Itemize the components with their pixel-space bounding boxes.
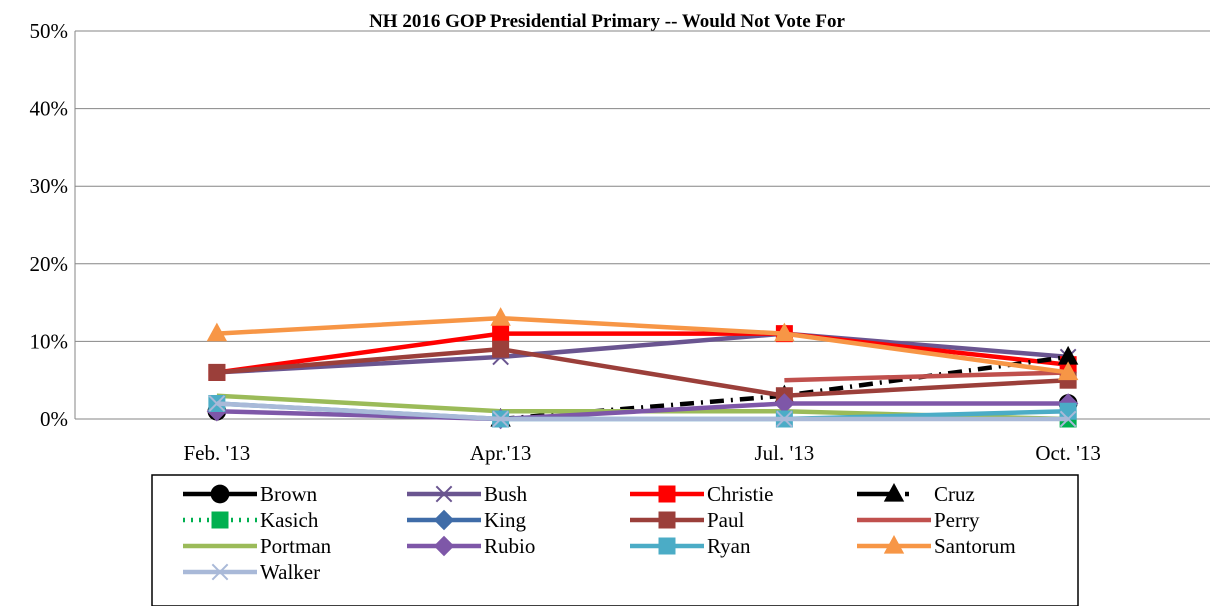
legend-label: Kasich (260, 508, 319, 532)
data-point-cruz (1057, 345, 1079, 365)
legend-box (151, 474, 1079, 607)
data-point-santorum (490, 307, 511, 326)
series-line-christie (216, 331, 1069, 375)
data-point-walker (211, 563, 229, 581)
data-point-paul (208, 363, 226, 381)
y-tick-label: 20% (30, 252, 69, 276)
legend-item-portman: Portman (183, 534, 332, 558)
data-point-walker (492, 410, 509, 428)
legend-label: Rubio (484, 534, 535, 558)
data-point-rubio (433, 535, 455, 557)
series-line-santorum (216, 315, 1069, 375)
legend-item-brown: Brown (183, 482, 318, 506)
legend-item-kasich: Kasich (183, 508, 319, 532)
legend-label: Walker (260, 560, 320, 584)
y-tick-label: 40% (30, 97, 69, 121)
data-point-santorum (206, 322, 228, 342)
data-point-santorum (774, 322, 795, 342)
data-point-christie (658, 485, 676, 503)
series-line-bush (216, 331, 1069, 375)
data-point-paul (492, 340, 510, 358)
series-santorum (206, 307, 1079, 381)
data-point-santorum (1057, 361, 1079, 381)
data-point-paul (658, 511, 676, 529)
x-tick-label: Oct. '13 (1035, 441, 1101, 465)
legend-item-christie: Christie (630, 482, 774, 506)
legend-item-walker: Walker (183, 560, 320, 584)
y-axis-ticks: 0% 10% 20% 30% 40% 50% (30, 19, 69, 431)
legend-label: Cruz (934, 482, 975, 506)
data-point-cruz (883, 482, 905, 502)
legend-item-santorum: Santorum (857, 534, 1016, 558)
legend-item-rubio: Rubio (407, 534, 535, 558)
legend-item-paul: Paul (630, 508, 745, 532)
data-point-ryan (658, 537, 676, 555)
y-tick-label: 0% (40, 407, 68, 431)
series-perry (784, 370, 1069, 383)
data-point-christie (492, 325, 510, 343)
legend-label: Brown (260, 482, 318, 506)
data-point-kasich (211, 511, 229, 529)
legend-item-king: King (407, 508, 527, 532)
y-tick-label: 50% (30, 19, 69, 43)
data-point-bush (435, 485, 453, 503)
x-tick-label: Feb. '13 (183, 441, 250, 465)
data-point-walker (208, 395, 226, 412)
legend-label: Ryan (707, 534, 751, 558)
series-line-walker (216, 401, 1069, 422)
x-axis-ticks: Feb. '13 Apr.'13 Jul. '13 Oct. '13 (183, 441, 1100, 465)
legend-label: Christie (707, 482, 774, 506)
legend-item-bush: Bush (407, 482, 528, 506)
data-point-king (433, 509, 455, 531)
data-point-rubio (774, 393, 795, 414)
series-line-perry (784, 370, 1069, 383)
x-tick-label: Apr.'13 (470, 441, 532, 465)
series-walker (208, 395, 1077, 428)
chart-title: NH 2016 GOP Presidential Primary -- Woul… (369, 11, 845, 32)
legend-label: King (484, 508, 527, 532)
data-point-santorum (883, 534, 905, 554)
data-point-brown (210, 484, 230, 504)
series-lines (206, 307, 1079, 430)
y-tick-label: 10% (30, 329, 69, 353)
data-point-walker (776, 410, 793, 428)
data-point-walker (1059, 410, 1077, 428)
legend-label: Paul (707, 508, 745, 532)
legend-item-perry: Perry (857, 508, 980, 532)
legend-item-cruz: Cruz (857, 482, 975, 506)
series-line-paul (216, 346, 1069, 398)
legend-label: Perry (934, 508, 980, 532)
series-line-rubio (216, 401, 1069, 422)
legend-label: Portman (260, 534, 332, 558)
legend-item-ryan: Ryan (630, 534, 751, 558)
legend-label: Santorum (934, 534, 1016, 558)
legend: Brown Bush Christie Cruz Kasich King Paul Perry… (151, 474, 1079, 607)
legend-label: Bush (484, 482, 528, 506)
x-tick-label: Jul. '13 (754, 441, 814, 465)
y-tick-label: 30% (30, 174, 69, 198)
